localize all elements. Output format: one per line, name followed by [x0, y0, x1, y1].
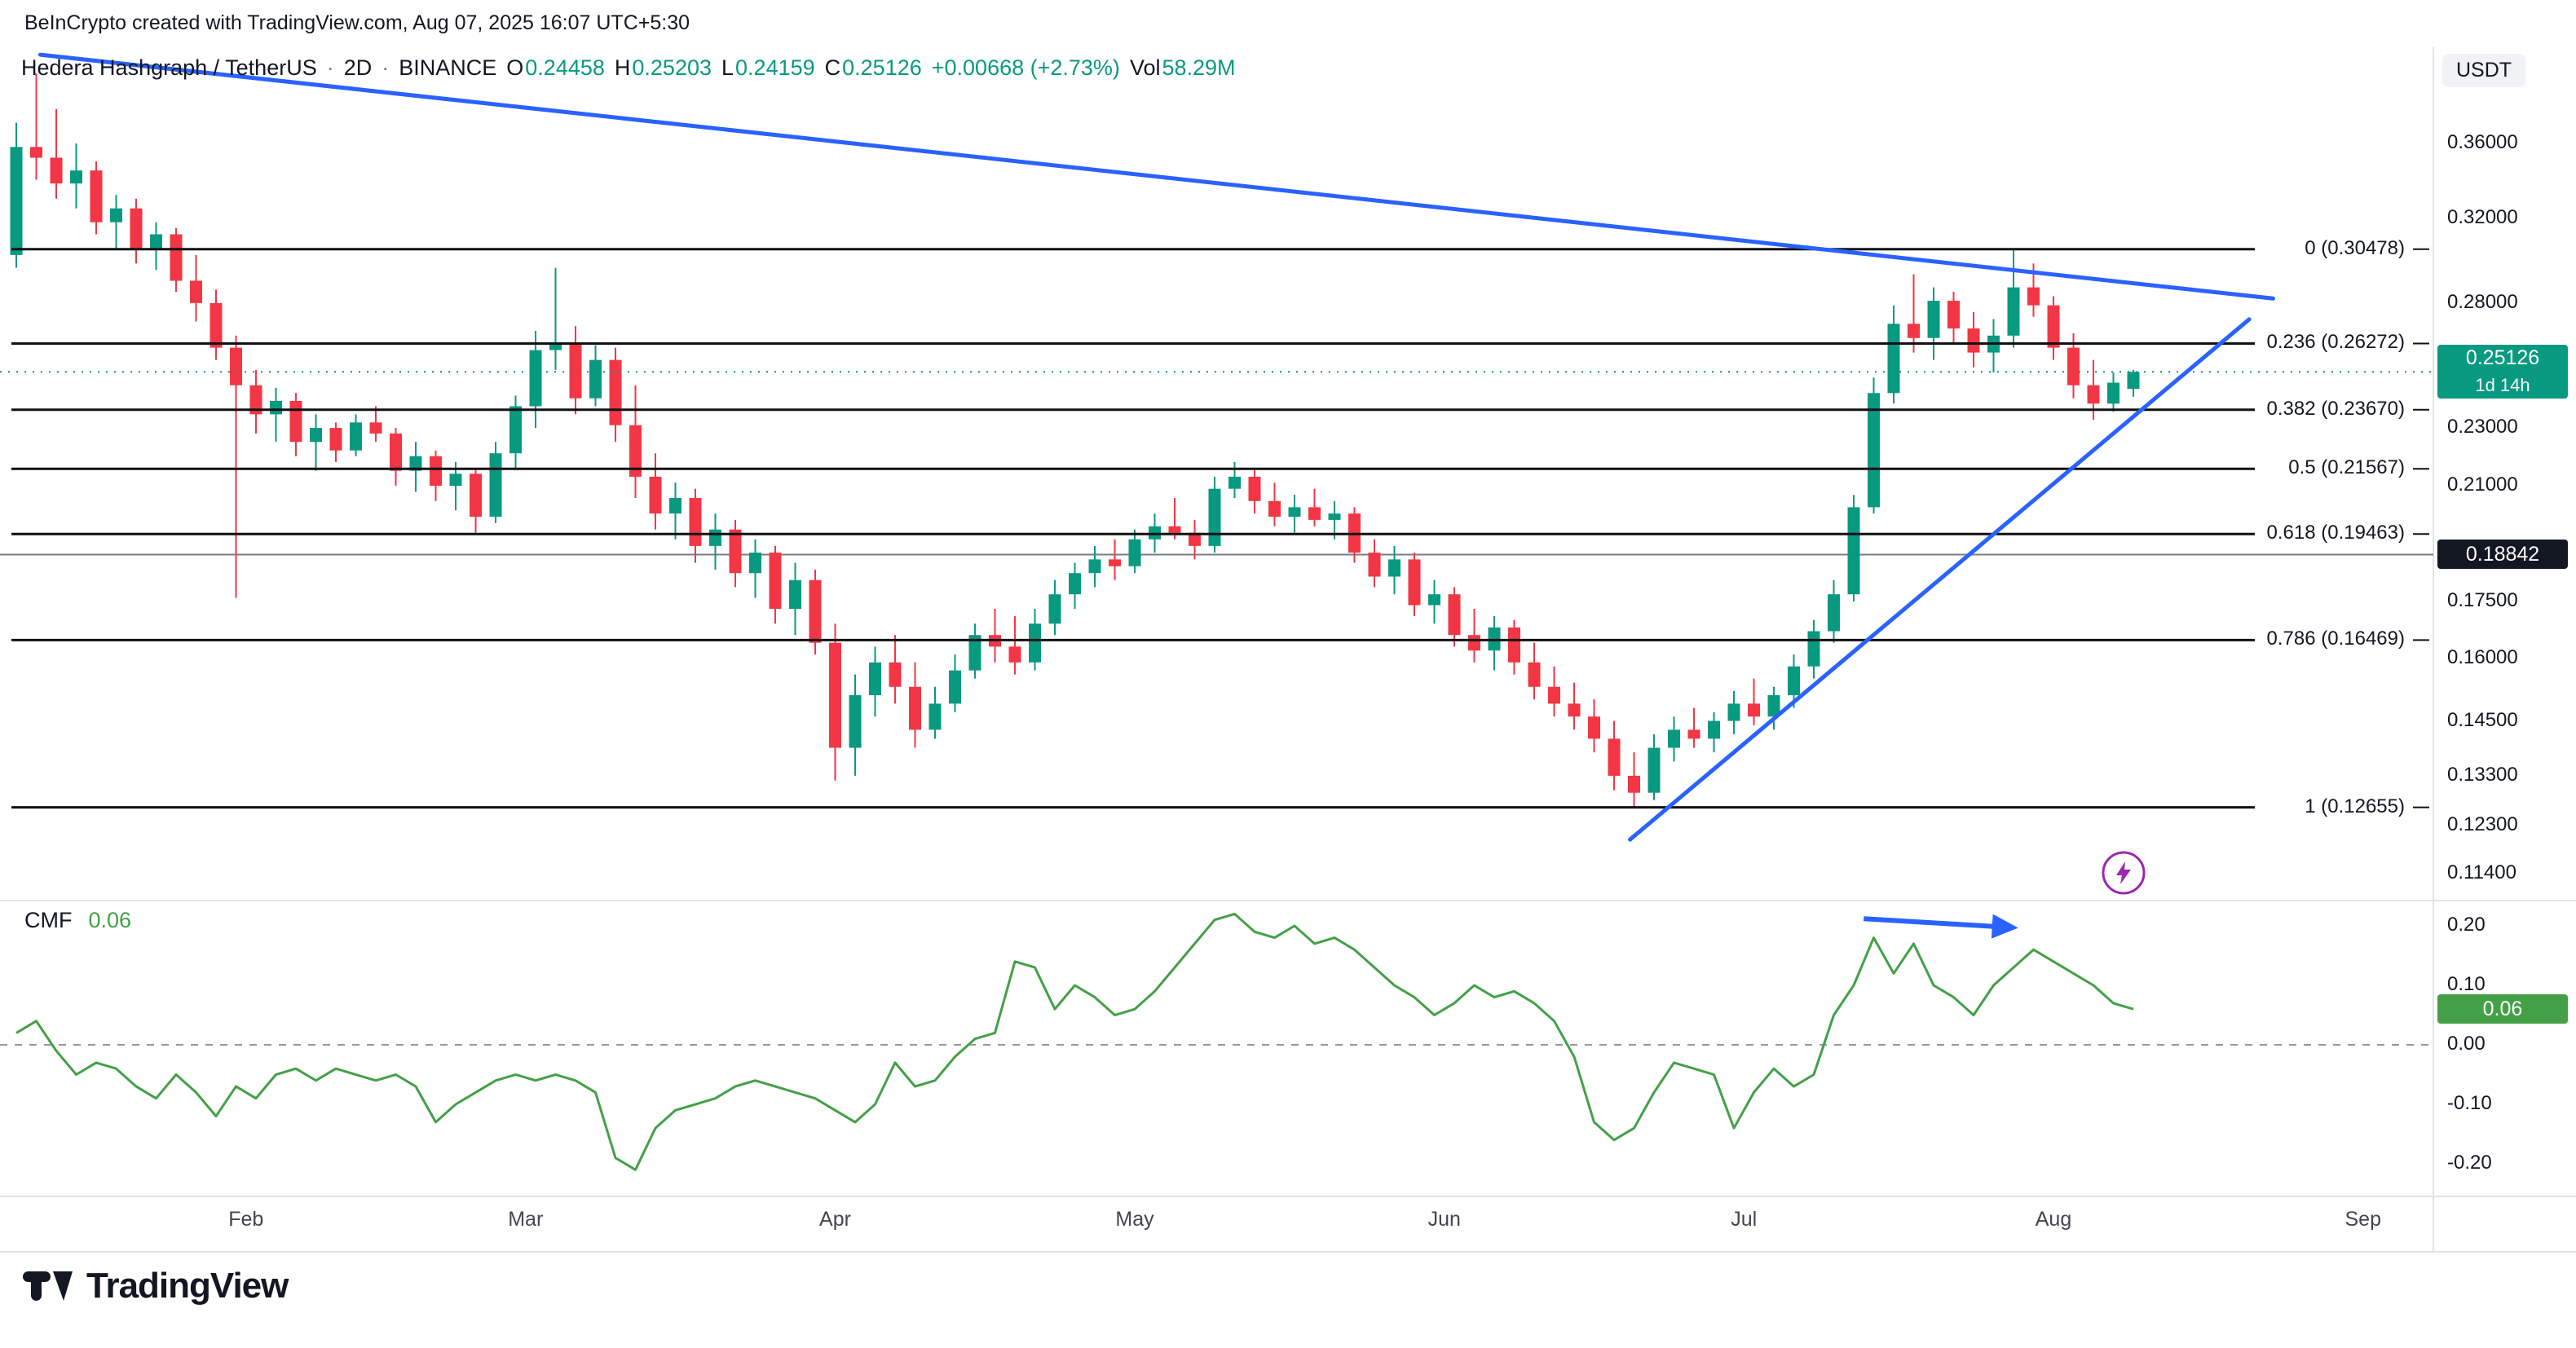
open-label: O — [506, 55, 524, 80]
price-tick: 0.16000 — [2447, 645, 2518, 668]
time-axis-month: Apr — [819, 1208, 851, 1231]
triangle-pattern[interactable] — [37, 52, 2275, 842]
fib-level-label: 0 (0.30478) — [2305, 236, 2405, 259]
volume-group: Vol 58.29M — [1130, 55, 1236, 81]
cmf-value-badge: 0.06 — [2437, 994, 2568, 1024]
price-tick: 0.32000 — [2447, 205, 2518, 228]
cmf-tick: 0.00 — [2447, 1033, 2486, 1055]
level-price-badge: 0.18842 — [2437, 540, 2568, 570]
price-tick: 0.13300 — [2447, 763, 2518, 786]
current-price-badge: 0.25126 1d 14h — [2437, 345, 2568, 399]
exchange-label: BINANCE — [399, 55, 497, 80]
time-axis-month: Mar — [508, 1208, 544, 1231]
volume-value: 58.29M — [1162, 55, 1236, 80]
current-price-value: 0.25126 — [2465, 346, 2540, 370]
cmf-tick: 0.20 — [2447, 914, 2486, 936]
ohlc-open: O 0.24458 — [506, 55, 605, 81]
symbol-name: Hedera Hashgraph / TetherUS — [21, 55, 317, 80]
price-tick: 0.23000 — [2447, 416, 2518, 438]
tradingview-logo-icon — [23, 1271, 73, 1301]
price-tick: 0.17500 — [2447, 589, 2518, 612]
legend-separator: · — [382, 55, 390, 80]
ohlc-high: H 0.25203 — [615, 55, 712, 81]
candlestick-series[interactable] — [10, 73, 2140, 808]
flash-icon[interactable] — [2100, 849, 2147, 896]
cmf-tick: -0.20 — [2447, 1152, 2492, 1174]
cmf-tick: -0.10 — [2447, 1092, 2492, 1114]
ohlc-low: L 0.24159 — [721, 55, 815, 81]
attribution-text: BeInCrypto created with TradingView.com,… — [24, 11, 690, 34]
fib-level-label: 0.5 (0.21567) — [2288, 456, 2405, 479]
high-value: 0.25203 — [632, 55, 712, 80]
price-tick: 0.36000 — [2447, 131, 2518, 153]
bar-countdown: 1d 14h — [2475, 375, 2530, 396]
currency-axis-label[interactable]: USDT — [2442, 54, 2526, 87]
panel-separators — [0, 47, 2576, 1253]
time-axis-month: May — [1115, 1208, 1154, 1231]
tradingview-logo[interactable]: TradingView — [23, 1265, 289, 1307]
time-axis-month: Sep — [2344, 1208, 2381, 1231]
cmf-indicator[interactable] — [0, 912, 2433, 1171]
price-tick: 0.28000 — [2447, 290, 2518, 313]
legend-separator: · — [326, 55, 334, 80]
cmf-title: CMF — [24, 908, 73, 932]
fib-retracement[interactable] — [11, 248, 2429, 809]
time-axis-month: Jun — [1427, 1208, 1461, 1231]
low-value: 0.24159 — [735, 55, 815, 80]
price-tick: 0.21000 — [2447, 473, 2518, 496]
low-label: L — [721, 55, 734, 80]
fib-level-label: 0.618 (0.19463) — [2266, 522, 2405, 544]
time-axis-month: Jul — [1731, 1208, 1758, 1231]
fib-level-label: 0.382 (0.23670) — [2266, 397, 2405, 420]
cmf-current-value: 0.06 — [88, 908, 132, 932]
fib-level-label: 1 (0.12655) — [2305, 795, 2405, 817]
ohlc-close: C 0.25126 — [825, 55, 922, 81]
cmf-tick: 0.10 — [2447, 973, 2486, 995]
fib-level-label: 0.236 (0.26272) — [2266, 331, 2405, 354]
timeframe-label: 2D — [343, 55, 373, 80]
time-axis-month: Aug — [2035, 1208, 2072, 1231]
chart-legend: Hedera Hashgraph / TetherUS · 2D · BINAN… — [21, 55, 1236, 81]
price-tick: 0.14500 — [2447, 708, 2518, 731]
close-label: C — [824, 55, 841, 80]
volume-label: Vol — [1129, 55, 1161, 80]
price-tick: 0.12300 — [2447, 813, 2518, 835]
open-value: 0.24458 — [525, 55, 605, 80]
close-value: 0.25126 — [842, 55, 922, 80]
price-change: +0.00668 (+2.73%) — [931, 55, 1120, 80]
price-tick: 0.11400 — [2447, 861, 2516, 883]
high-label: H — [614, 55, 631, 80]
fib-level-label: 0.786 (0.16469) — [2266, 628, 2405, 650]
cmf-legend: CMF 0.06 — [24, 908, 131, 933]
tradingview-logo-text: TradingView — [86, 1266, 289, 1306]
lightning-bolt-icon — [2102, 851, 2146, 895]
cmf-trend-arrow[interactable] — [1864, 914, 2018, 939]
time-axis-month: Feb — [228, 1208, 264, 1231]
